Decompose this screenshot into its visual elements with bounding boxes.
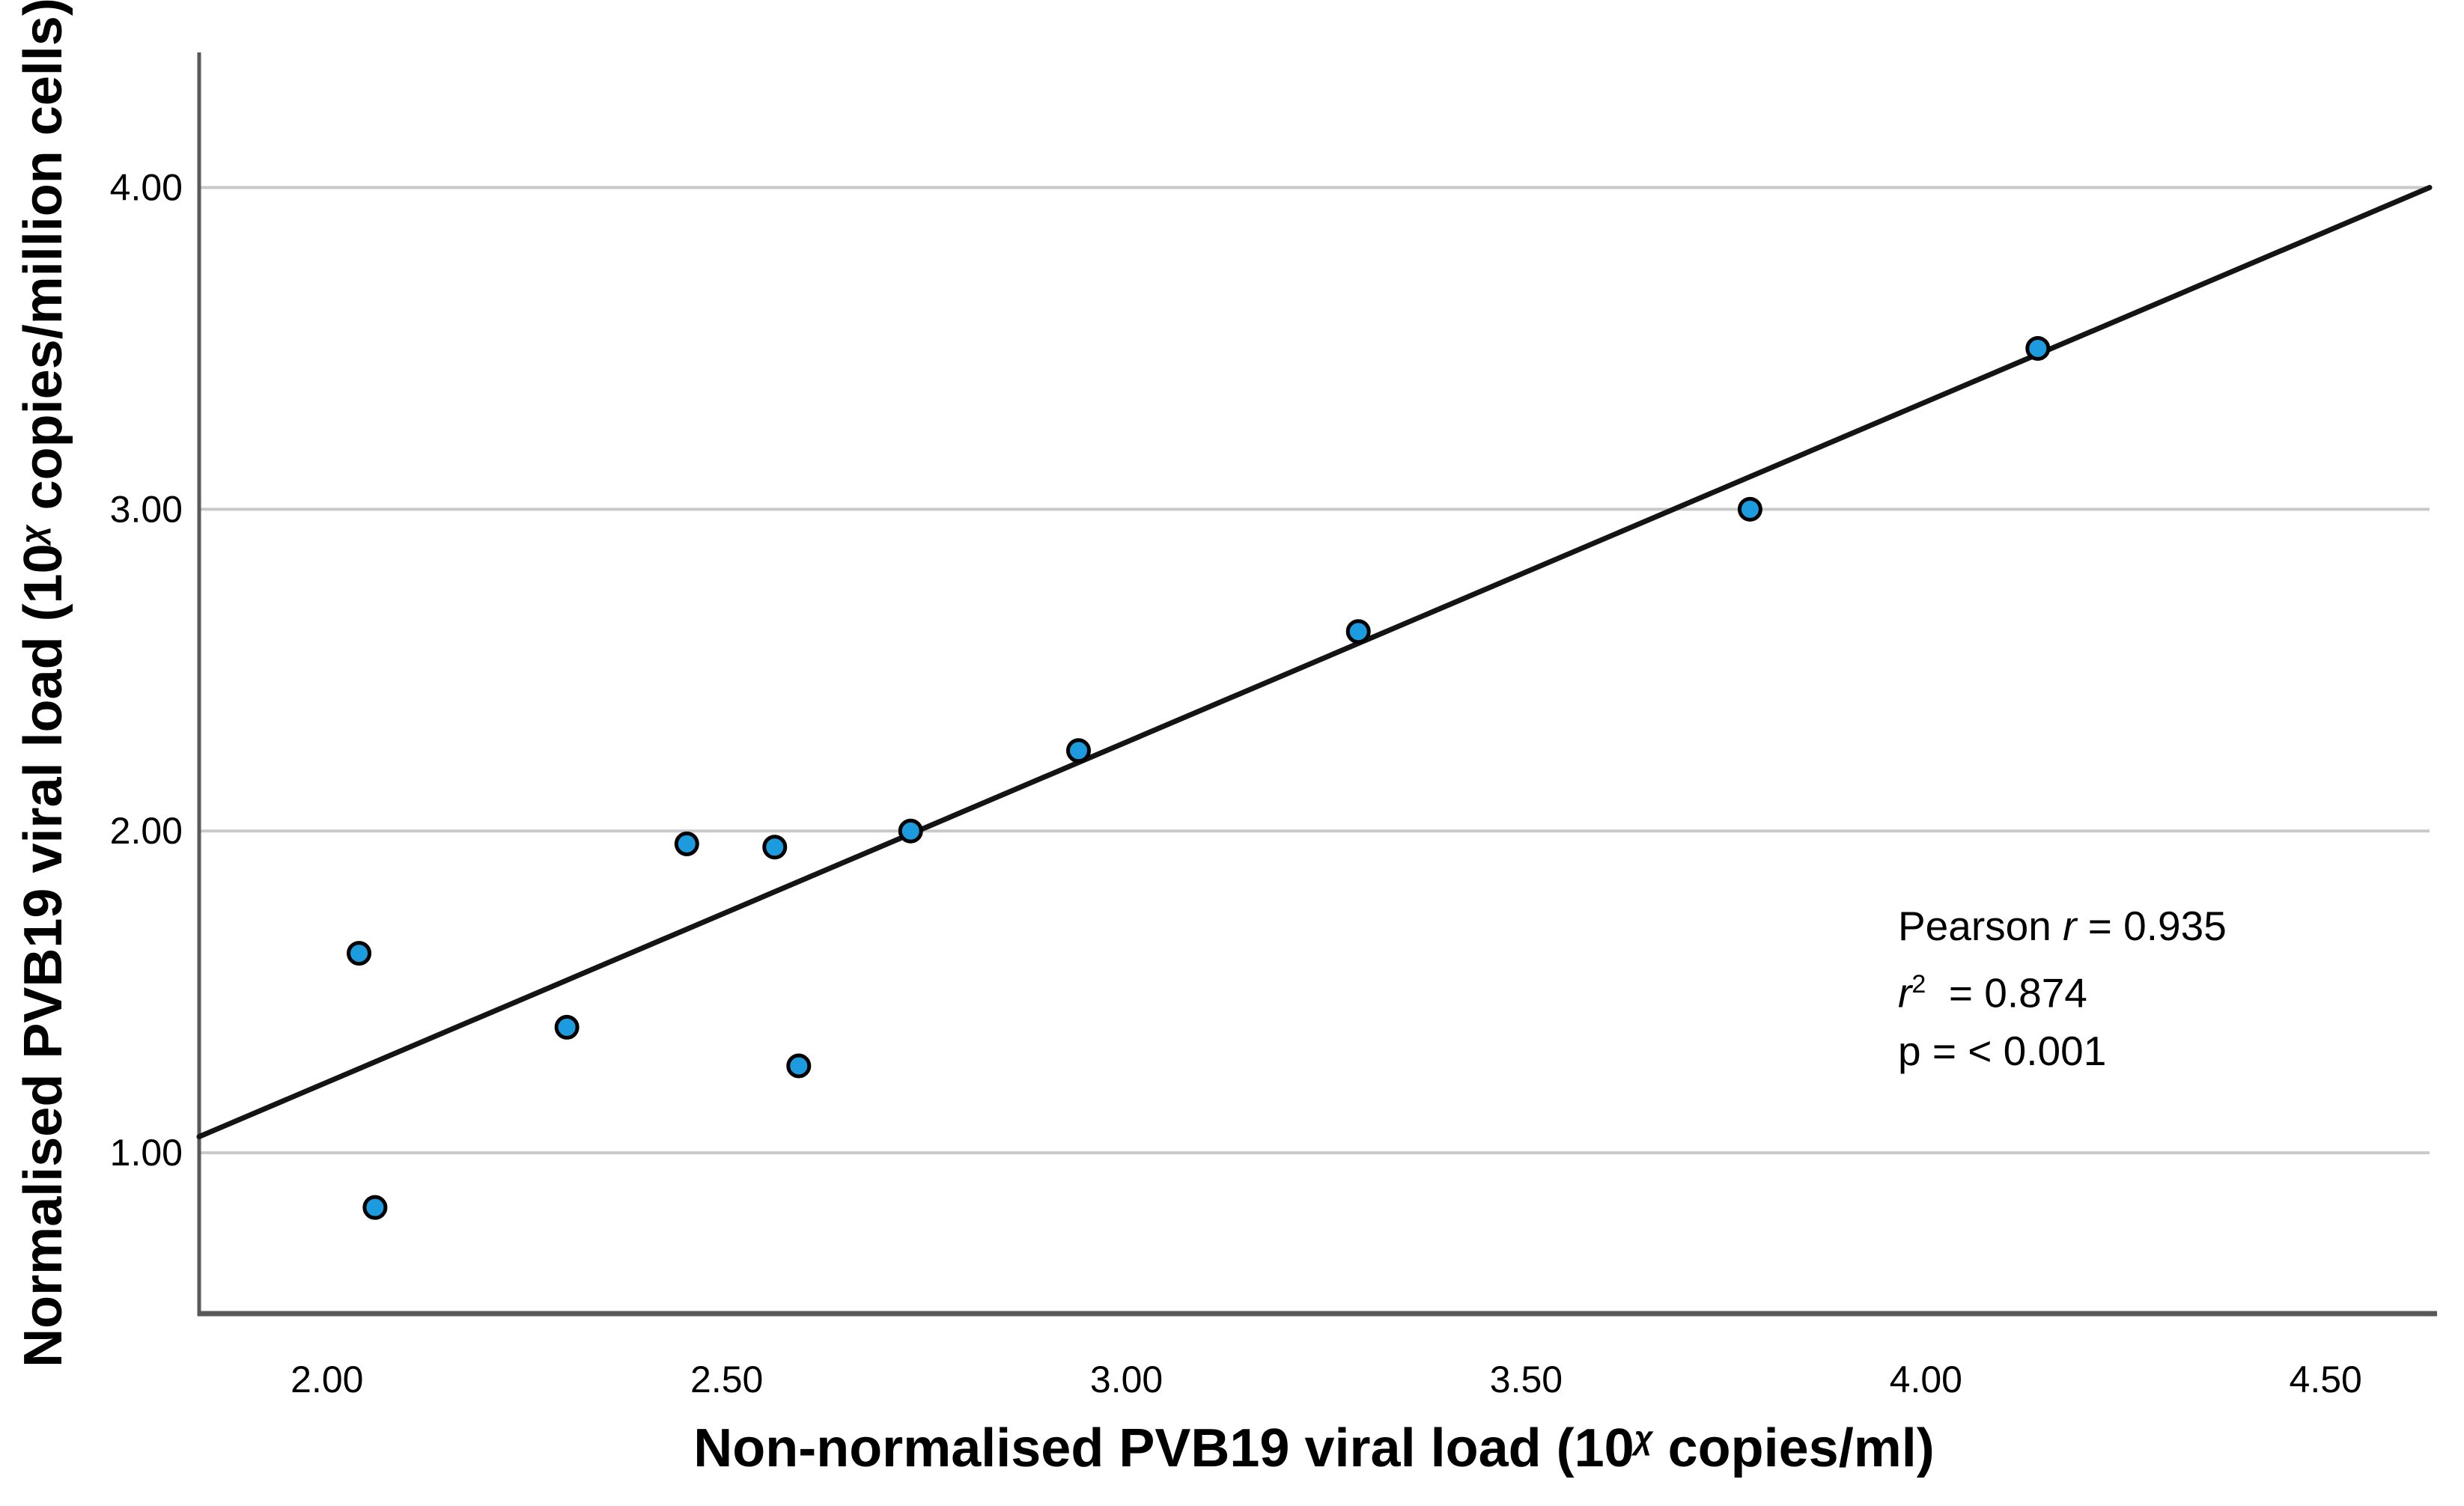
- y-tick-label: 3.00: [110, 488, 183, 530]
- x-tick-label: 4.00: [1890, 1359, 1962, 1400]
- data-point: [1737, 496, 1762, 522]
- data-point: [347, 941, 372, 966]
- y-axis-title-text: Normalised PVB19 viral load (10: [13, 543, 73, 1368]
- data-point: [1345, 619, 1371, 644]
- y-axis-title-units: copies/million cells): [13, 0, 73, 525]
- data-point: [1066, 738, 1092, 763]
- data-point: [362, 1195, 388, 1220]
- y-tick-label: 2.00: [110, 810, 183, 852]
- data-point: [674, 831, 699, 856]
- y-tick-label: 4.00: [110, 167, 183, 209]
- data-point: [898, 818, 923, 844]
- x-axis-title: Non-normalised PVB19 viral load (10χ cop…: [693, 1418, 1934, 1479]
- x-tick-label: 2.00: [290, 1359, 363, 1400]
- pearson-r-line: Pearson r = 0.935: [1898, 903, 2227, 949]
- r-squared-line: r2 = 0.874: [1898, 969, 2087, 1016]
- x-tick-label: 3.00: [1090, 1359, 1163, 1400]
- data-point: [762, 835, 788, 860]
- data-point: [554, 1014, 580, 1040]
- regression-fit-line: [196, 185, 2433, 1140]
- data-point: [2025, 335, 2051, 361]
- x-tick-label: 4.50: [2290, 1359, 2362, 1400]
- y-axis-title-superscript: χ: [15, 525, 52, 544]
- x-tick-label: 2.50: [690, 1359, 763, 1400]
- data-point: [786, 1053, 812, 1079]
- stats-annotation: Pearson r = 0.935 r2 = 0.874 p = < 0.001: [1898, 897, 2227, 1080]
- x-axis-title-text: Non-normalised PVB19 viral load (10: [693, 1418, 1634, 1478]
- x-axis-title-units: copies/ml): [1652, 1418, 1935, 1478]
- y-tick-label: 1.00: [110, 1132, 183, 1174]
- x-tick-label: 3.50: [1490, 1359, 1563, 1400]
- p-value-line: p = < 0.001: [1898, 1028, 2107, 1075]
- x-axis-title-superscript: χ: [1634, 1420, 1653, 1457]
- y-axis-title: Normalised PVB19 viral load (10χ copies/…: [13, 0, 74, 1368]
